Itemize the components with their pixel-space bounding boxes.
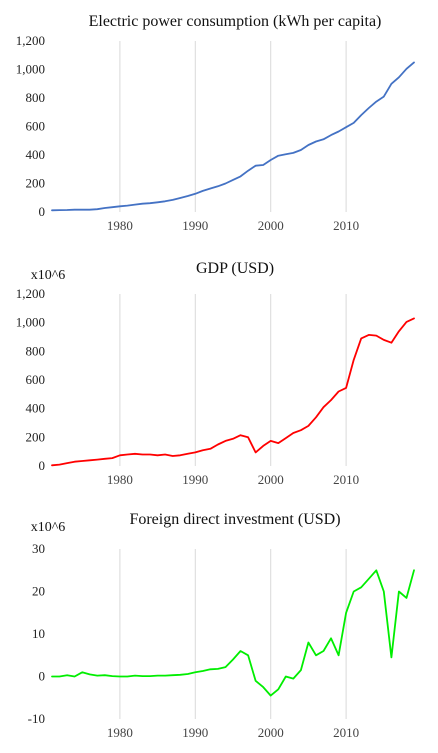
x-tick-label: 1980: [107, 472, 133, 487]
x-tick-label: 1980: [107, 725, 133, 740]
x-tick-label: 2010: [333, 725, 359, 740]
series: [51, 569, 415, 697]
y-tick-label: 0: [39, 458, 46, 473]
x-tick-label: 1990: [182, 725, 208, 740]
x-axis-ticks: 1980 1990 2000 2010: [107, 218, 359, 233]
y-tick-label: 1,000: [16, 315, 45, 330]
x-tick-label: 2000: [258, 218, 284, 233]
y-tick-label: 600: [26, 119, 46, 134]
y-tick-label: 400: [26, 147, 46, 162]
y-tick-label: 800: [26, 343, 46, 358]
series-line: [51, 317, 415, 467]
y-tick-label: 200: [26, 429, 46, 444]
chart-fdi: Foreign direct investment (USD) x10^6 -1…: [28, 511, 415, 740]
y-tick-label: 0: [39, 669, 46, 684]
y-tick-label: 0: [39, 204, 46, 219]
series: [51, 61, 415, 212]
x-tick-label: 1990: [182, 472, 208, 487]
chart-title: Electric power consumption (kWh per capi…: [89, 13, 382, 30]
y-tick-label: 10: [32, 626, 45, 641]
y-tick-label: 400: [26, 401, 46, 416]
series-line: [51, 61, 415, 212]
x-tick-label: 2010: [333, 472, 359, 487]
y-tick-label: -10: [28, 711, 45, 726]
unit-label: x10^6: [31, 268, 66, 283]
series: [51, 317, 415, 467]
grid: [119, 294, 347, 466]
x-tick-label: 2000: [258, 472, 284, 487]
x-tick-label: 1980: [107, 218, 133, 233]
series-line: [51, 569, 415, 697]
x-tick-label: 2000: [258, 725, 284, 740]
unit-label: x10^6: [31, 520, 66, 535]
chart-title: GDP (USD): [196, 260, 274, 277]
chart-electric-power: Electric power consumption (kWh per capi…: [16, 13, 415, 233]
y-tick-label: 20: [32, 584, 45, 599]
x-axis-ticks: 1980 1990 2000 2010: [107, 472, 359, 487]
x-axis-ticks: 1980 1990 2000 2010: [107, 725, 359, 740]
y-tick-label: 30: [32, 541, 45, 556]
grid: [119, 549, 347, 719]
y-axis-ticks: 0 200 400 600 800 1,000 1,200: [16, 33, 45, 219]
chart-gdp: GDP (USD) x10^6 02004006008001,0001,200 …: [16, 260, 415, 487]
y-tick-label: 1,200: [16, 286, 45, 301]
y-tick-label: 1,200: [16, 33, 45, 48]
y-tick-label: 800: [26, 90, 46, 105]
y-axis-ticks: -10 0 10 20 30: [28, 541, 45, 726]
y-tick-label: 600: [26, 372, 46, 387]
y-tick-label: 200: [26, 176, 46, 191]
y-axis-ticks: 0 200 400 600 800 1,000 1,200: [16, 286, 45, 473]
y-tick-label: 1,000: [16, 62, 45, 77]
chart-title: Foreign direct investment (USD): [129, 511, 340, 528]
x-tick-label: 1990: [182, 218, 208, 233]
grid: [119, 41, 347, 212]
x-tick-label: 2010: [333, 218, 359, 233]
